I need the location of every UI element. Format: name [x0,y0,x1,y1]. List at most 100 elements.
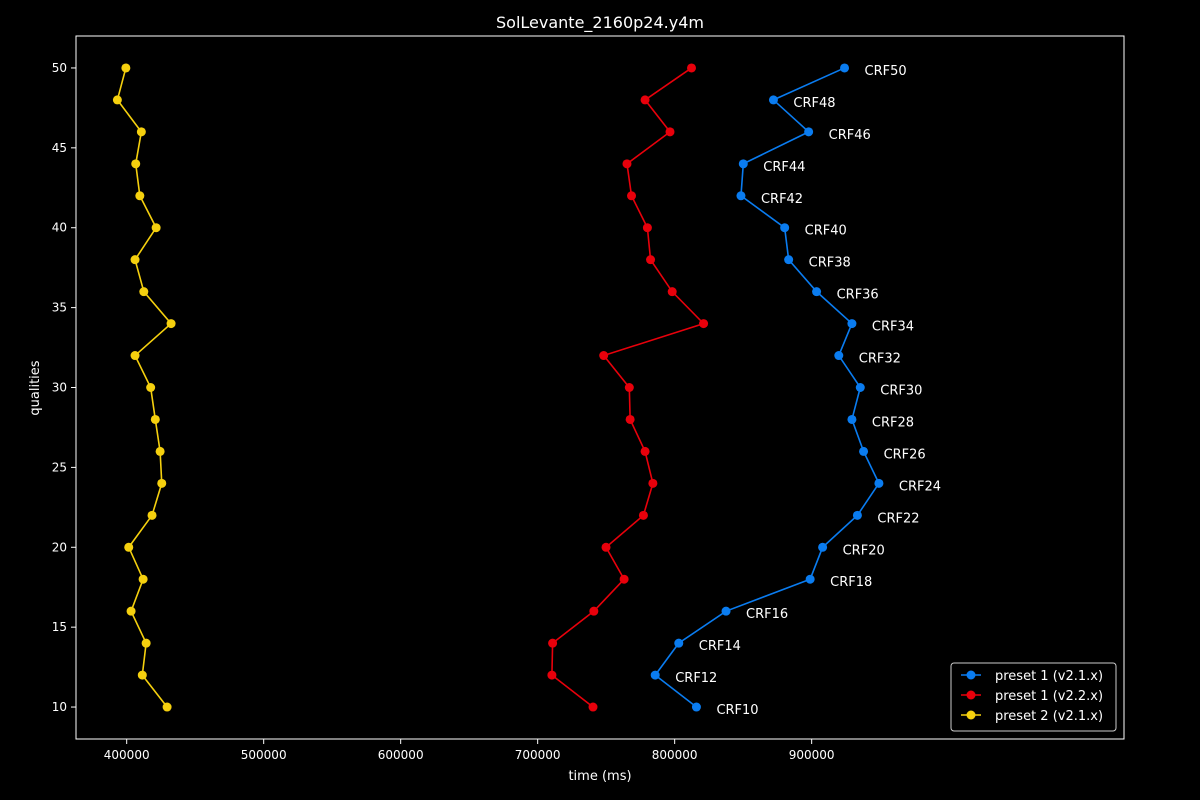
data-point [146,383,156,392]
data-point [619,574,629,584]
data-point [137,670,147,680]
data-point [638,510,648,520]
y-tick-label: 30 [52,381,67,395]
point-label: CRF46 [829,128,871,143]
data-point [138,574,148,584]
data-point [131,159,141,169]
series-2 [547,63,709,712]
legend-label: preset 2 (v2.1.x) [995,709,1103,724]
data-point [136,127,146,137]
data-point [601,542,611,552]
data-point [147,510,157,520]
point-label: CRF40 [805,224,847,239]
data-point [804,127,814,137]
data-point [627,191,637,201]
x-axis-label: time (ms) [568,769,631,784]
y-tick-label: 35 [52,301,67,315]
data-point [855,383,865,392]
point-label: CRF42 [761,192,803,207]
data-point [599,351,609,361]
data-point [840,63,850,73]
y-tick-label: 50 [52,61,67,75]
point-label: CRF20 [843,543,885,558]
data-point [687,63,697,73]
data-point [547,670,557,680]
data-point [622,159,632,169]
legend-marker [966,710,976,720]
point-label: CRF36 [837,288,879,303]
y-tick-label: 25 [52,460,67,474]
x-axis: 400000 500000 600000 700000 800000 900000 [104,739,835,762]
data-point [640,446,650,456]
data-point [155,446,165,456]
legend-marker [966,670,976,680]
x-tick-label: 600000 [378,748,424,762]
data-point [812,287,822,297]
series-layer: CRF10 CRF12 CRF14 CRF16 CRF18 CRF20 CRF22 CRF24… [112,63,941,718]
data-point [738,159,748,169]
data-point [130,351,140,361]
y-tick-label: 40 [52,221,67,235]
point-label: CRF50 [865,64,907,79]
point-label: CRF14 [699,639,741,654]
data-point [665,127,675,137]
data-point [151,223,161,233]
point-label: CRF16 [746,607,788,622]
point-label: CRF10 [716,703,758,718]
x-tick-label: 700000 [515,748,561,762]
data-point [847,414,857,424]
data-point [121,63,131,73]
data-point [141,638,151,648]
x-tick-label: 500000 [241,748,287,762]
data-point [667,287,677,297]
y-axis-label: qualities [28,360,43,415]
y-tick-label: 15 [52,620,67,634]
point-label: CRF12 [675,671,717,686]
data-point [157,478,167,488]
data-point [805,574,815,584]
legend-label: preset 1 (v2.2.x) [995,689,1103,704]
data-point [691,702,701,712]
legend: preset 1 (v2.1.x) preset 1 (v2.2.x) preset… [950,662,1117,732]
data-point [834,351,844,361]
data-point [859,446,869,456]
y-tick-label: 45 [52,141,67,155]
point-label: CRF28 [872,415,914,430]
data-point [126,606,136,616]
data-point [650,670,660,680]
data-point [674,638,684,648]
data-point [648,478,658,488]
legend-box [950,662,1117,732]
point-label: CRF22 [877,511,919,526]
point-label: CRF32 [859,352,901,367]
data-point [124,542,134,552]
data-point [166,319,176,329]
data-point [589,606,599,616]
data-point [548,638,558,648]
data-point [162,702,172,712]
y-tick-label: 10 [52,700,67,714]
point-label: CRF26 [884,447,926,462]
data-point [625,414,635,424]
data-point [736,191,746,201]
legend-item: preset 2 (v2.1.x) [961,709,1103,724]
data-point [852,510,862,520]
point-label: CRF18 [830,575,872,590]
y-tick-label: 20 [52,540,67,554]
data-point [646,255,656,265]
data-point [624,383,634,392]
data-point [768,95,778,105]
point-label: CRF24 [899,479,941,494]
x-tick-label: 900000 [789,748,835,762]
data-point [135,191,145,201]
legend-item: preset 1 (v2.1.x) [961,669,1103,684]
legend-marker [966,690,976,700]
point-label: CRF48 [793,96,835,111]
data-point [640,95,650,105]
data-point [588,702,598,712]
point-label: CRF30 [880,384,922,399]
data-point [874,478,884,488]
data-point [818,542,828,552]
point-label: CRF38 [809,256,851,271]
y-axis: 10 15 20 25 30 35 40 45 50 [52,61,76,714]
